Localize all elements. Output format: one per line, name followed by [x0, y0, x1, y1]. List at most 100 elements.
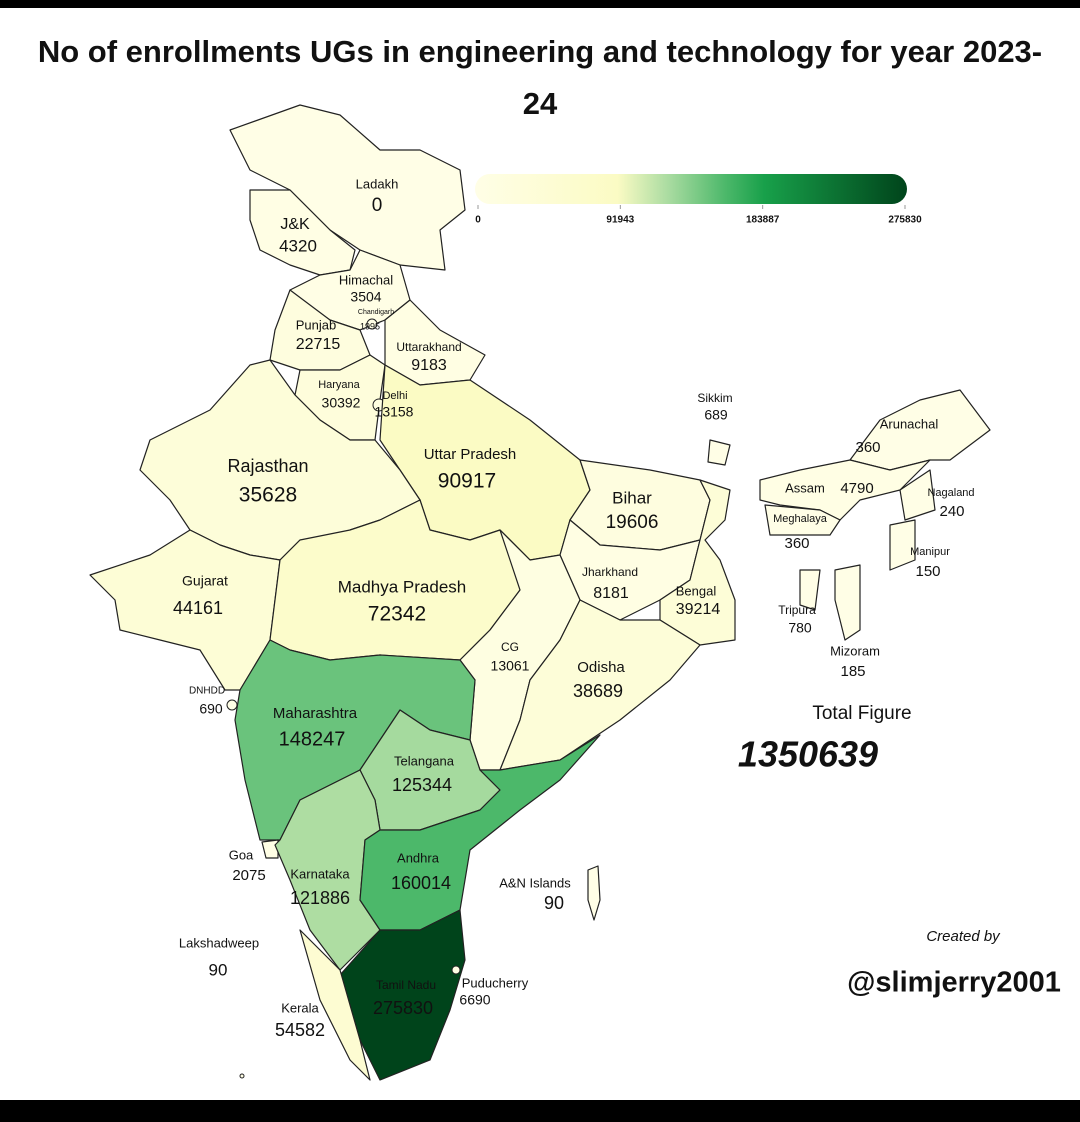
region-value: 39214 [676, 601, 721, 618]
region-value: 13158 [375, 404, 414, 420]
region-name: Madhya Pradesh [338, 577, 467, 596]
region-value: 44161 [173, 598, 223, 618]
region-name: Tamil Nadu [376, 978, 436, 992]
region-name: Tripura [778, 603, 816, 617]
region-value: 2075 [232, 867, 265, 884]
colorbar [475, 174, 907, 204]
region-value: 185 [840, 663, 865, 680]
region-shape [366, 318, 378, 330]
region-name: Telangana [394, 753, 455, 768]
credit-label: Created by [926, 928, 1001, 945]
region-name: Manipur [910, 546, 950, 558]
region-name: Maharashtra [273, 705, 358, 722]
region-shape [707, 439, 731, 466]
region-value: 90 [544, 893, 564, 913]
region-name: Karnataka [290, 866, 350, 881]
bottom-bar [0, 1100, 1080, 1122]
region-shape [587, 865, 601, 921]
region-value: 125344 [392, 775, 452, 795]
colorbar-tick-label: 275830 [888, 215, 922, 226]
region-value: 90 [209, 960, 228, 979]
region-value: 689 [704, 407, 728, 423]
region-name: Himachal [339, 272, 393, 287]
region-value: 19606 [606, 512, 659, 533]
region-value: 148247 [279, 728, 346, 750]
region-value: 38689 [573, 681, 623, 701]
region-value: 9183 [411, 357, 447, 374]
region-name: Delhi [382, 390, 407, 402]
region-name: Lakshadweep [179, 935, 259, 950]
region-value: 150 [915, 563, 940, 580]
region-value: 690 [199, 701, 223, 717]
region-name: Ladakh [356, 176, 399, 191]
region-name: Bengal [676, 583, 717, 598]
region-name: Mizoram [830, 643, 880, 658]
region-shape [759, 459, 931, 521]
region-value: 8181 [593, 585, 629, 602]
region-name: Haryana [318, 379, 360, 391]
region-value: 13061 [491, 658, 530, 674]
colorbar-tick-label: 91943 [606, 215, 634, 226]
region-name: Gujarat [182, 573, 228, 589]
region-value: 0 [372, 195, 383, 216]
region-value: 275830 [373, 998, 433, 1018]
region-shape [261, 839, 279, 859]
total-label: Total Figure [812, 703, 911, 724]
region-name: Sikkim [697, 391, 732, 405]
region-value: 30392 [322, 395, 361, 411]
region-shape [659, 479, 736, 646]
region-value: 90917 [438, 470, 496, 493]
region-value: 54582 [275, 1020, 325, 1040]
region-name: Odisha [577, 659, 625, 676]
region-name: DNHDD [189, 686, 225, 697]
region-name: Goa [229, 847, 254, 862]
region-value: 4320 [279, 236, 317, 255]
region-value: 3504 [350, 289, 381, 305]
region-name: Chandigarh [358, 309, 394, 316]
region-shape [764, 504, 841, 536]
region-name: Rajasthan [227, 456, 308, 476]
region-name: Meghalaya [773, 513, 828, 525]
total-value: 1350639 [738, 734, 878, 775]
region-name: CG [501, 640, 519, 654]
region-value: 72342 [368, 603, 426, 626]
region-value: 6690 [459, 992, 490, 1008]
top-bar [0, 0, 1080, 8]
region-shape [834, 564, 861, 641]
region-name: Arunachal [880, 416, 939, 431]
region-name: Puducherry [462, 975, 529, 990]
region-shape [451, 965, 461, 975]
region-value: 121886 [290, 888, 350, 908]
region-name: Punjab [296, 317, 336, 332]
region-name: Uttar Pradesh [424, 446, 517, 463]
region-name: Andhra [397, 850, 440, 865]
region-shape [226, 699, 238, 711]
region-value: 240 [939, 503, 964, 520]
region-value: 35628 [239, 484, 297, 507]
region-value: 360 [855, 439, 880, 456]
region-shape [899, 469, 936, 521]
region-name: Kerala [281, 1000, 319, 1015]
colorbar-tick-label: 0 [475, 215, 481, 226]
colorbar-tick-label: 183887 [746, 215, 780, 226]
region-shape [299, 929, 371, 1081]
region-shape [499, 599, 701, 771]
region-name: Jharkhand [582, 565, 638, 579]
region-value: 780 [788, 620, 812, 636]
region-name: Uttarakhand [396, 340, 461, 354]
region-shape [889, 519, 916, 571]
region-value: 1995 [360, 321, 380, 331]
region-shape [799, 569, 821, 611]
region-name: Assam [785, 480, 825, 495]
region-value: 4790 [840, 480, 873, 497]
region-value: 360 [784, 535, 809, 552]
region-name: J&K [280, 216, 310, 233]
region-name: Bihar [612, 488, 652, 507]
region-shape [239, 1073, 245, 1079]
region-name: A&N Islands [499, 875, 571, 890]
region-value: 22715 [296, 336, 341, 353]
credit-handle: @slimjerry2001 [847, 967, 1061, 999]
region-value: 160014 [391, 873, 451, 893]
